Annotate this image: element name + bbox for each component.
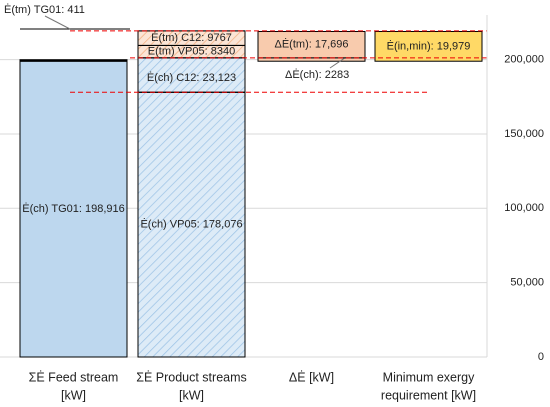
hatch bbox=[137, 57, 246, 93]
x-tick-label cat: ΣĖ Feed stream bbox=[29, 370, 119, 384]
y-tick-label: 100,000 bbox=[504, 202, 544, 214]
leader bbox=[329, 57, 346, 69]
bar-segment bbox=[257, 31, 366, 59]
segment-label: ΔĖ(ch): 2283 bbox=[285, 68, 349, 81]
y-tick-label: 200,000 bbox=[504, 54, 544, 66]
segment-label: Ė(tm) TG01: 411 bbox=[4, 3, 85, 16]
x-tick-label cat: [kW] bbox=[179, 388, 204, 402]
segment-label: Ė(ch) TG01: 198,916 bbox=[22, 202, 125, 215]
y-tick-label: 0 bbox=[538, 351, 544, 363]
segment-label: Ė(tm) VP05: 8340 bbox=[148, 45, 235, 58]
bar-segment bbox=[19, 59, 128, 62]
segment-label: Ė(in,min): 19,979 bbox=[387, 39, 471, 52]
x-tick-label cat: requirement [kW] bbox=[381, 388, 476, 402]
bar-segment bbox=[257, 57, 366, 62]
segment-label: Ė(ch) VP05: 178,076 bbox=[140, 218, 242, 231]
y-tick-label: 50,000 bbox=[510, 277, 544, 289]
segment-label: Ė(ch) C12: 23,123 bbox=[147, 71, 236, 84]
x-tick-label cat: Minimum exergy bbox=[383, 370, 475, 384]
x-tick-label cat: ΔĖ [kW] bbox=[289, 370, 334, 384]
x-tick-label cat: ΣĖ Product streams bbox=[136, 370, 247, 384]
x-tick-label cat: [kW] bbox=[61, 388, 86, 402]
y-tick-label: 150,000 bbox=[504, 128, 544, 140]
bar-segment bbox=[19, 60, 128, 358]
bar-segment bbox=[374, 31, 483, 62]
segment-label: Ė(tm) C12: 9767 bbox=[151, 31, 232, 44]
hatch bbox=[137, 91, 246, 358]
leader bbox=[44, 15, 71, 30]
segment-label: ΔĖ(tm): 17,696 bbox=[275, 38, 349, 51]
